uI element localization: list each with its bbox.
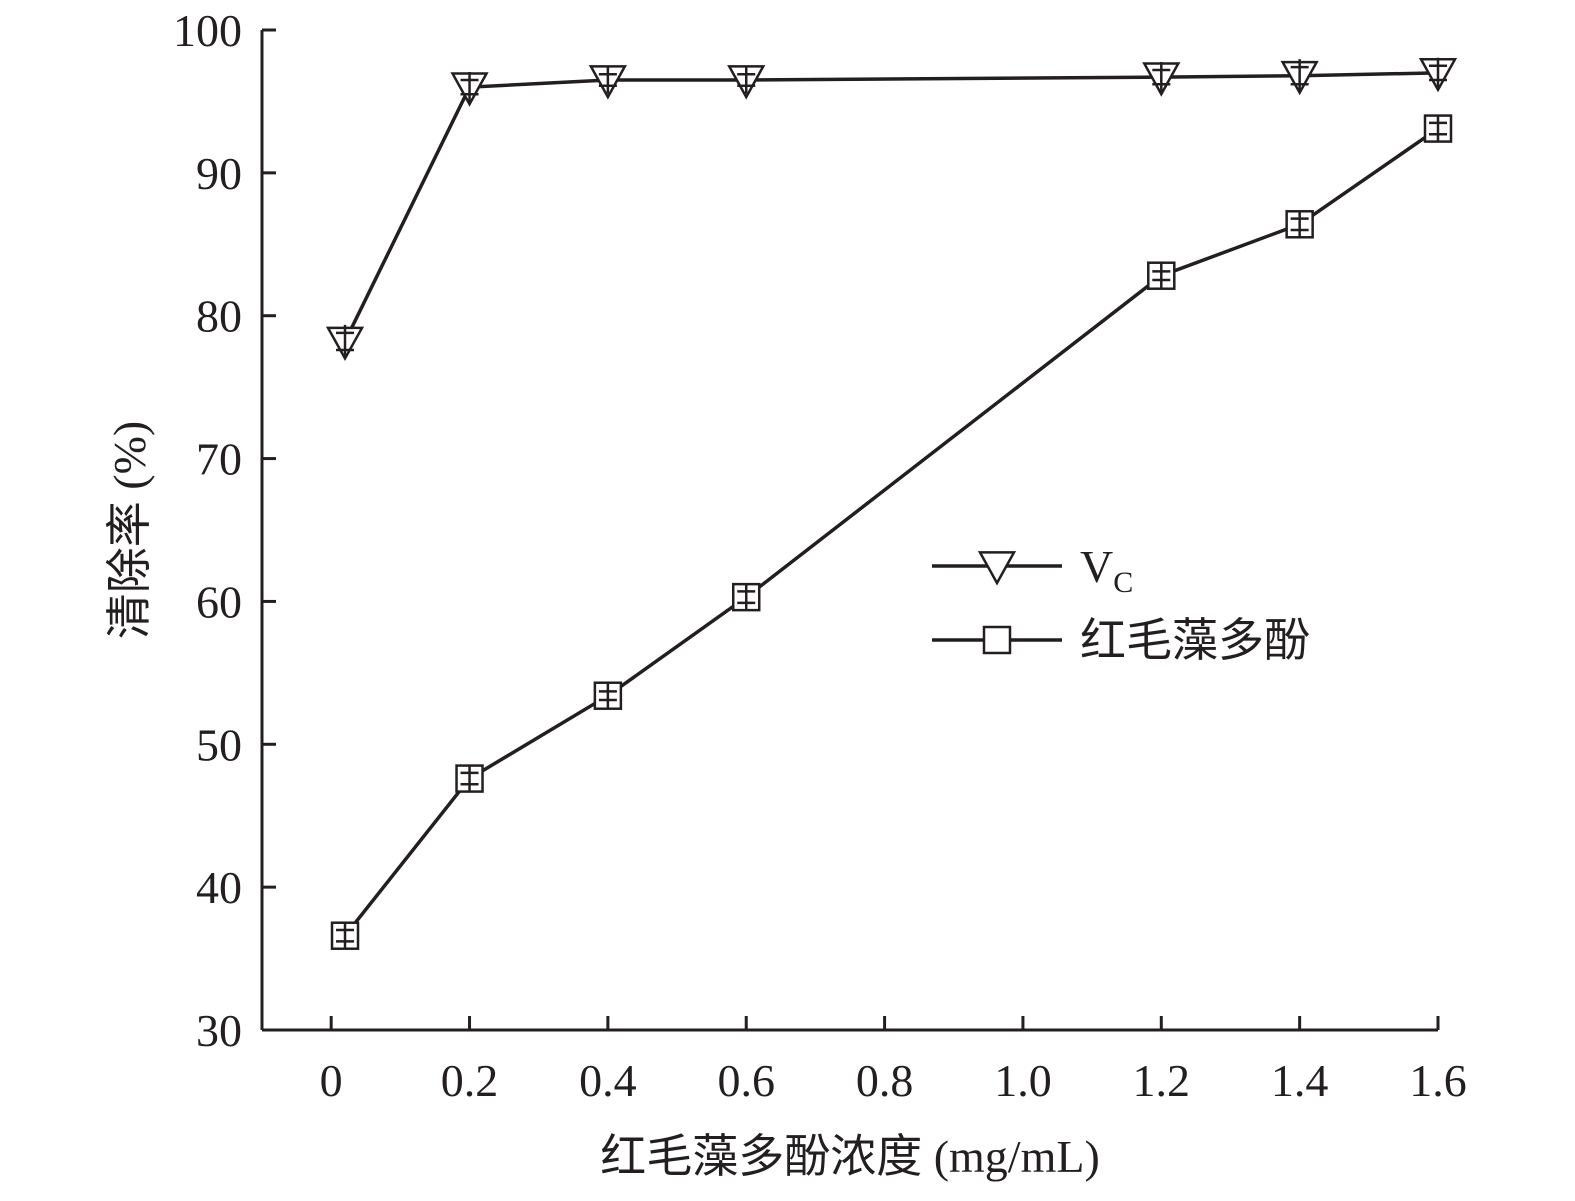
x-tick-label: 0 — [320, 1055, 343, 1106]
legend-item: VC — [932, 541, 1133, 599]
y-tick-label: 50 — [196, 719, 242, 770]
y-tick-label: 30 — [196, 1005, 242, 1056]
x-tick-label: 0.4 — [579, 1055, 637, 1106]
x-tick-label: 0.8 — [856, 1055, 914, 1106]
y-axis-title: 清除率 (%) — [104, 421, 155, 639]
x-axis-title: 红毛藻多酚浓度 (mg/mL) — [600, 1131, 1100, 1182]
y-tick-label: 80 — [196, 291, 242, 342]
axes: 30 40 50 60 70 80 90 100 0 0.2 0.4 0.6 0.8 1.0 1.2 1.4 1… — [173, 5, 1467, 1106]
y-tick-label: 90 — [196, 148, 242, 199]
legend-subscript: C — [1113, 566, 1133, 599]
legend-item: 红毛藻多酚 — [932, 615, 1310, 666]
x-tick-label: 1.0 — [994, 1055, 1052, 1106]
x-tick-label: 1.2 — [1133, 1055, 1191, 1106]
y-tick-label: 40 — [196, 862, 242, 913]
legend-marker — [982, 625, 1012, 655]
x-tick-label: 0.6 — [717, 1055, 775, 1106]
series-layer — [325, 57, 1458, 950]
y-tick-label: 60 — [196, 576, 242, 627]
series-vc — [325, 57, 1458, 362]
x-tick-label: 0.2 — [441, 1055, 499, 1106]
series-polyphenol — [330, 114, 1453, 950]
series-line — [343, 127, 1439, 937]
x-tick-label: 1.4 — [1271, 1055, 1329, 1106]
legend-marker — [977, 551, 1017, 586]
legend-label: 红毛藻多酚 — [1080, 615, 1310, 666]
series-line — [343, 71, 1439, 343]
legend: VC 红毛藻多酚 — [932, 541, 1310, 666]
x-tick-label: 1.6 — [1409, 1055, 1467, 1106]
y-tick-label: 70 — [196, 434, 242, 485]
legend-label: VC — [1080, 541, 1133, 599]
y-tick-label: 100 — [173, 5, 242, 56]
